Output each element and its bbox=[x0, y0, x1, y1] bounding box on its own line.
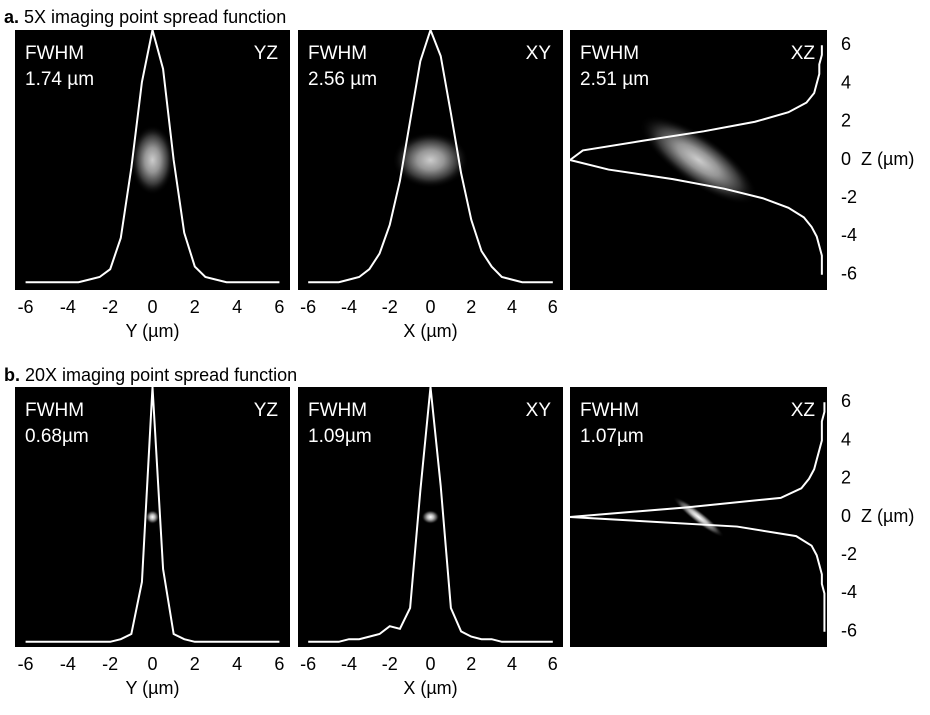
x-tick-label: -4 bbox=[341, 654, 357, 674]
profile-line bbox=[308, 27, 553, 284]
x-tick-label: 6 bbox=[548, 654, 558, 674]
annotation: 1.74 µm bbox=[25, 69, 94, 90]
y-tick-label: 2 bbox=[841, 468, 851, 488]
y-tick-label: 4 bbox=[841, 429, 851, 449]
y-tick-label: 0 bbox=[841, 506, 851, 526]
annotation: 0.68µm bbox=[25, 426, 89, 447]
x-axis-label: X (µm) bbox=[403, 678, 457, 698]
x-tick-label: 6 bbox=[548, 297, 558, 317]
panel-label: YZ bbox=[254, 400, 279, 421]
x-axis-label: Y (µm) bbox=[125, 321, 179, 341]
x-tick-label: -2 bbox=[102, 654, 118, 674]
y-tick-label: 4 bbox=[841, 72, 851, 92]
y-axis-label: Z (µm) bbox=[861, 506, 914, 526]
x-tick-label: 4 bbox=[507, 297, 517, 317]
panel-label: XY bbox=[526, 400, 552, 421]
annotation: FWHM bbox=[25, 400, 84, 421]
annotation: 2.56 µm bbox=[308, 69, 377, 90]
x-tick-label: -4 bbox=[60, 297, 76, 317]
x-axis-label: X (µm) bbox=[403, 321, 457, 341]
y-axis-label: Z (µm) bbox=[861, 149, 914, 169]
x-tick-label: 0 bbox=[425, 297, 435, 317]
x-tick-label: -6 bbox=[18, 297, 34, 317]
x-tick-label: 4 bbox=[507, 654, 517, 674]
panel-label: XZ bbox=[791, 43, 816, 64]
section-title: b. 20X imaging point spread function bbox=[4, 365, 297, 385]
x-tick-label: -2 bbox=[102, 297, 118, 317]
x-tick-label: 2 bbox=[466, 654, 476, 674]
x-tick-label: -6 bbox=[18, 654, 34, 674]
y-tick-label: -6 bbox=[841, 620, 857, 640]
panel-label: YZ bbox=[254, 43, 279, 64]
x-tick-label: 6 bbox=[274, 297, 284, 317]
annotation: FWHM bbox=[25, 43, 84, 64]
section-title: a. 5X imaging point spread function bbox=[4, 7, 286, 27]
y-tick-label: -4 bbox=[841, 225, 857, 245]
y-tick-label: 6 bbox=[841, 34, 851, 54]
annotation: 2.51 µm bbox=[580, 69, 649, 90]
profile-line bbox=[25, 29, 280, 284]
annotation: 1.09µm bbox=[308, 426, 372, 447]
x-tick-label: -2 bbox=[382, 654, 398, 674]
panel-label: XZ bbox=[791, 400, 816, 421]
annotation: FWHM bbox=[580, 43, 639, 64]
profile-line bbox=[25, 386, 280, 643]
section-text: 5X imaging point spread function bbox=[24, 7, 286, 27]
psf-image bbox=[145, 510, 160, 524]
annotation: 1.07µm bbox=[580, 426, 644, 447]
x-axis-label: Y (µm) bbox=[125, 678, 179, 698]
profile-line bbox=[567, 45, 823, 275]
x-tick-label: 0 bbox=[147, 297, 157, 317]
annotation: FWHM bbox=[308, 43, 367, 64]
y-tick-label: -2 bbox=[841, 187, 857, 207]
x-tick-label: 2 bbox=[466, 297, 476, 317]
y-tick-label: 0 bbox=[841, 149, 851, 169]
x-tick-label: -4 bbox=[341, 297, 357, 317]
x-tick-label: 2 bbox=[190, 654, 200, 674]
x-tick-label: 4 bbox=[232, 654, 242, 674]
x-tick-label: 6 bbox=[274, 654, 284, 674]
x-tick-label: 2 bbox=[190, 297, 200, 317]
profile-line bbox=[308, 386, 553, 643]
panel-label: XY bbox=[526, 43, 552, 64]
x-tick-label: -6 bbox=[300, 654, 316, 674]
y-tick-label: 2 bbox=[841, 111, 851, 131]
y-tick-label: -6 bbox=[841, 263, 857, 283]
x-tick-label: -6 bbox=[300, 297, 316, 317]
annotation: FWHM bbox=[580, 400, 639, 421]
section-label: a. bbox=[4, 7, 19, 27]
psf-image bbox=[130, 125, 175, 195]
psf-image bbox=[392, 132, 469, 188]
x-tick-label: -4 bbox=[60, 654, 76, 674]
section-text: 20X imaging point spread function bbox=[25, 365, 297, 385]
psf-image bbox=[421, 510, 440, 524]
y-tick-label: -2 bbox=[841, 544, 857, 564]
section-label: b. bbox=[4, 365, 20, 385]
x-tick-label: -2 bbox=[382, 297, 398, 317]
x-tick-label: 0 bbox=[425, 654, 435, 674]
y-tick-label: 6 bbox=[841, 391, 851, 411]
y-tick-label: -4 bbox=[841, 582, 857, 602]
annotation: FWHM bbox=[308, 400, 367, 421]
profile-line bbox=[569, 402, 826, 632]
x-tick-label: 4 bbox=[232, 297, 242, 317]
x-tick-label: 0 bbox=[147, 654, 157, 674]
